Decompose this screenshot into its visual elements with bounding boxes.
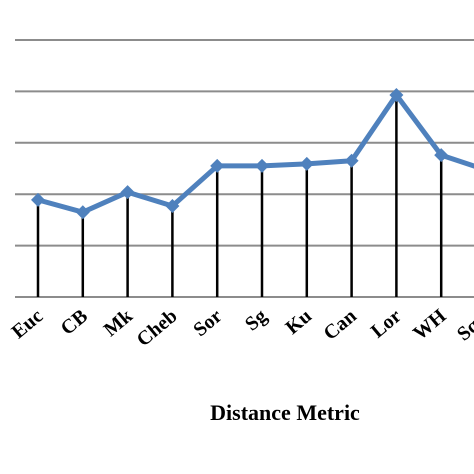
x-tick-label: CB xyxy=(57,305,92,340)
x-tick-label: Lor xyxy=(367,305,406,343)
x-tick-label: Can xyxy=(319,305,360,345)
x-tick-label: WH xyxy=(409,305,451,345)
data-point xyxy=(75,205,90,220)
x-tick-label: Euc xyxy=(8,305,48,343)
x-tick-label: Cheb xyxy=(133,305,182,351)
x-tick-label: Sor xyxy=(189,305,226,341)
data-point xyxy=(389,87,404,102)
x-axis-label: Distance Metric xyxy=(210,400,360,425)
x-tick-label: SqC xyxy=(453,305,474,345)
x-tick-label: Mk xyxy=(100,304,138,341)
data-point xyxy=(210,158,225,173)
data-point xyxy=(344,153,359,168)
x-tick-label: Sg xyxy=(241,305,271,335)
data-point xyxy=(299,156,314,171)
data-point xyxy=(434,148,449,163)
data-point xyxy=(120,185,135,200)
data-point xyxy=(255,158,269,173)
x-tick-label: Ku xyxy=(281,305,316,339)
data-point xyxy=(31,192,45,207)
data-point xyxy=(165,199,180,214)
